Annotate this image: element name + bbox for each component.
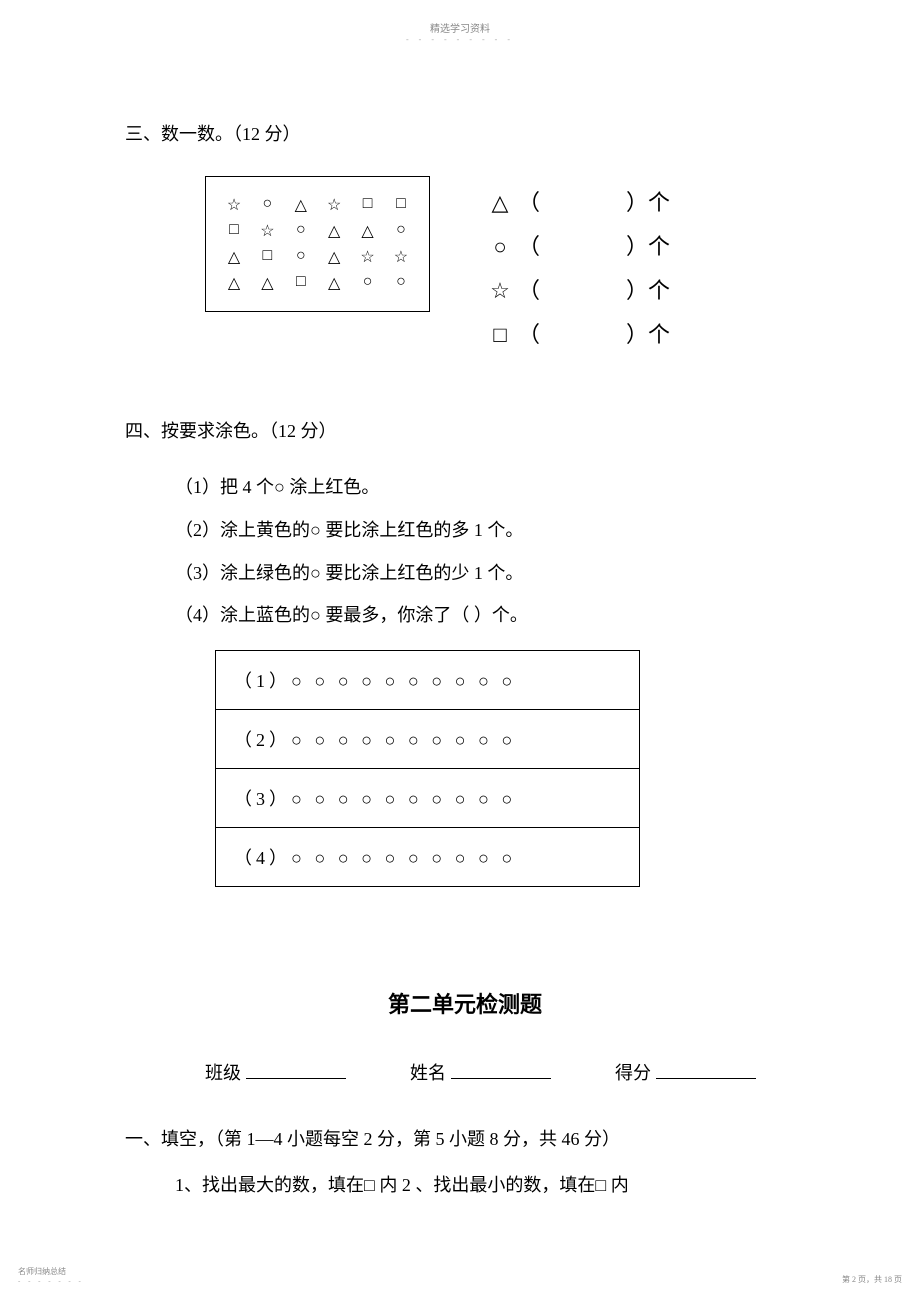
shape-cell: □ [389,195,413,215]
shape-cell: □ [255,247,279,267]
shape-cell: □ [289,273,313,293]
shape-cell: ☆ [255,221,279,241]
shape-cell: △ [222,273,246,293]
footer-left-text: 名师归纳总结 [18,1266,84,1277]
shape-cell: ○ [289,221,313,241]
header-text: 精选学习资料 [406,20,514,35]
shape-cell: △ [222,247,246,267]
color-row-4: （4）○ ○ ○ ○ ○ ○ ○ ○ ○ ○ [216,828,640,887]
shapes-box: ☆ ○ △ ☆ □ □ □ ☆ ○ △ △ ○ △ □ ○ △ ☆ ☆ [205,176,430,312]
open-paren: （ [518,269,540,313]
shape-cell: △ [322,221,346,241]
score-label: 得分 [615,1063,651,1083]
open-paren: （ [518,313,540,357]
shape-cell: ☆ [389,247,413,267]
name-label: 姓名 [410,1063,446,1083]
color-row-1: （1）○ ○ ○ ○ ○ ○ ○ ○ ○ ○ [216,651,640,710]
class-blank [246,1078,346,1079]
open-paren: （ [518,181,540,225]
close-text: ）个 [626,181,670,225]
content-area: 三、数一数。（12 分） ☆ ○ △ ☆ □ □ □ ☆ ○ △ △ ○ △ □ [125,120,805,1197]
q1-sub: 1、找出最大的数，填在□ 内 2 、找出最小的数，填在□ 内 [175,1171,805,1197]
shape-row: △ △ □ △ ○ ○ [222,273,413,293]
footer-left: 名师归纳总结 - - - - - - - [18,1266,84,1285]
shape-cell: ○ [389,273,413,293]
section3-title: 三、数一数。（12 分） [125,120,805,146]
section4-title: 四、按要求涂色。（12 分） [125,417,805,443]
name-blank [451,1078,551,1079]
answer-row: ○ （ ）个 [490,225,670,269]
score-blank [656,1078,756,1079]
shape-row: □ ☆ ○ △ △ ○ [222,221,413,241]
answer-column: △ （ ）个 ○ （ ）个 ☆ （ ）个 □ （ ）个 [490,176,670,357]
shape-row: ☆ ○ △ ☆ □ □ [222,195,413,215]
open-paren: （ [518,225,540,269]
color-row-3: （3）○ ○ ○ ○ ○ ○ ○ ○ ○ ○ [216,769,640,828]
section4: 四、按要求涂色。（12 分） （1）把 4 个○ 涂上红色。 （2）涂上黄色的○… [125,417,805,887]
q1-title: 一、填空，（第 1—4 小题每空 2 分，第 5 小题 8 分，共 46 分） [125,1125,805,1151]
shape-cell: △ [255,273,279,293]
answer-symbol: ○ [490,225,510,269]
section4-item1: （1）把 4 个○ 涂上红色。 [175,473,805,502]
shape-cell: ○ [389,221,413,241]
shape-cell: ☆ [222,195,246,215]
shape-cell: ☆ [322,195,346,215]
close-text: ）个 [626,313,670,357]
close-text: ）个 [626,269,670,313]
section3-container: ☆ ○ △ ☆ □ □ □ ☆ ○ △ △ ○ △ □ ○ △ ☆ ☆ [205,176,805,357]
color-row-2: （2）○ ○ ○ ○ ○ ○ ○ ○ ○ ○ [216,710,640,769]
color-table: （1）○ ○ ○ ○ ○ ○ ○ ○ ○ ○ （2）○ ○ ○ ○ ○ ○ ○ … [215,650,640,887]
section4-item4: （4）涂上蓝色的○ 要最多，你涂了（ ）个。 [175,601,805,630]
shape-cell: □ [222,221,246,241]
shape-cell: △ [356,221,380,241]
page-header: 精选学习资料 - - - - - - - - - [406,20,514,44]
unit2-title: 第二单元检测题 [125,987,805,1019]
form-line: 班级 姓名 得分 [205,1059,805,1085]
close-text: ）个 [626,225,670,269]
shape-cell: ○ [255,195,279,215]
section4-item3: （3）涂上绿色的○ 要比涂上红色的少 1 个。 [175,559,805,588]
header-dots: - - - - - - - - - [406,35,514,44]
answer-symbol: □ [490,313,510,357]
answer-row: □ （ ）个 [490,313,670,357]
shape-cell: ☆ [356,247,380,267]
shape-cell: ○ [289,247,313,267]
shape-cell: △ [289,195,313,215]
answer-symbol: ☆ [490,269,510,313]
footer-right: 第 2 页，共 18 页 [842,1274,902,1285]
shape-cell: △ [322,247,346,267]
shape-cell: △ [322,273,346,293]
answer-symbol: △ [490,181,510,225]
answer-row: △ （ ）个 [490,181,670,225]
footer-left-dots: - - - - - - - [18,1277,84,1285]
class-label: 班级 [205,1063,241,1083]
shape-cell: □ [356,195,380,215]
section4-item2: （2）涂上黄色的○ 要比涂上红色的多 1 个。 [175,516,805,545]
shape-cell: ○ [356,273,380,293]
shape-row: △ □ ○ △ ☆ ☆ [222,247,413,267]
answer-row: ☆ （ ）个 [490,269,670,313]
